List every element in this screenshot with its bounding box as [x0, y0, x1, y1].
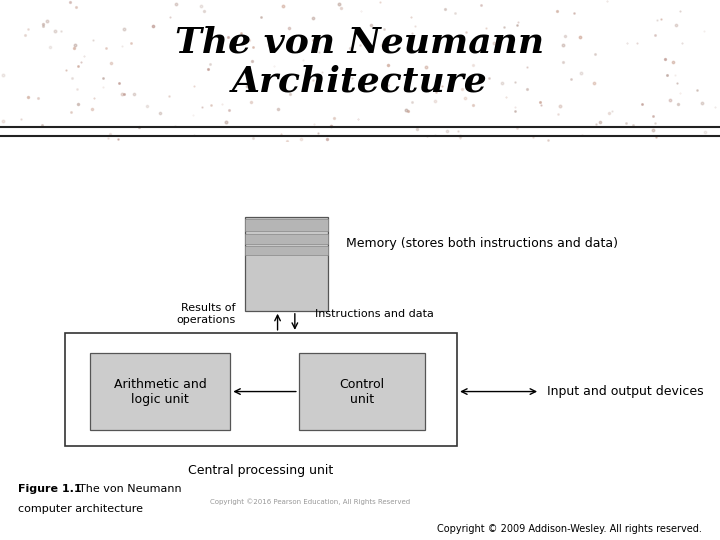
Bar [65, 333, 457, 447]
Text: The von Neumann
Architecture: The von Neumann Architecture [176, 25, 544, 99]
Text: Figure 1.1: Figure 1.1 [18, 484, 81, 494]
Bar [245, 219, 328, 231]
Text: Copyright © 2009 Addison-Wesley. All rights reserved.: Copyright © 2009 Addison-Wesley. All rig… [437, 524, 702, 534]
Text: Control
unit: Control unit [339, 377, 384, 406]
Bar [245, 246, 328, 255]
Text: Instructions and data: Instructions and data [315, 309, 434, 319]
Text: Input and output devices: Input and output devices [547, 385, 704, 398]
Text: Memory (stores both instructions and data): Memory (stores both instructions and dat… [346, 237, 618, 250]
Bar [245, 233, 328, 244]
Bar [90, 353, 230, 430]
Text: The von Neumann: The von Neumann [72, 484, 181, 494]
Text: Arithmetic and
logic unit: Arithmetic and logic unit [114, 377, 207, 406]
Text: computer architecture: computer architecture [18, 504, 143, 514]
Text: Central processing unit: Central processing unit [189, 464, 333, 477]
Text: Copyright ©2016 Pearson Education, All Rights Reserved: Copyright ©2016 Pearson Education, All R… [210, 499, 410, 505]
Bar [299, 353, 425, 430]
Text: Results of
operations: Results of operations [176, 303, 236, 325]
Bar [245, 217, 328, 311]
